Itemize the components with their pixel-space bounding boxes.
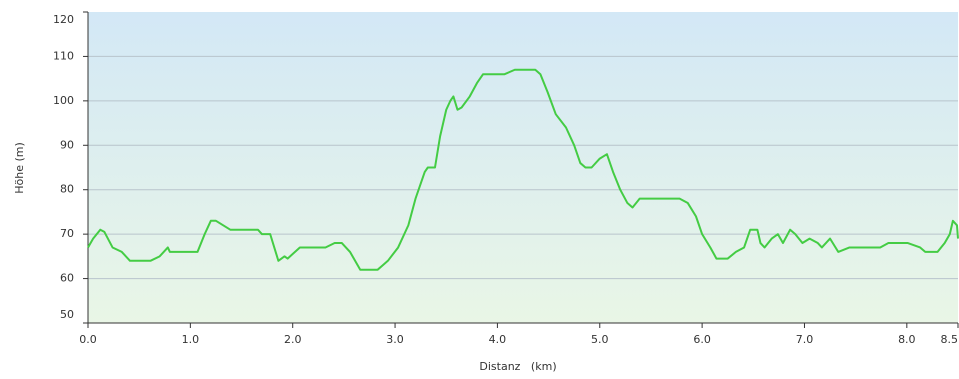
- y-tick-label: 70: [60, 227, 74, 240]
- plot-background: [88, 12, 958, 323]
- x-tick-label: 0.0: [79, 333, 97, 346]
- x-axis-label: Distanz (km): [479, 360, 556, 373]
- y-tick-label: 50: [60, 308, 74, 321]
- x-tick-label: 2.0: [284, 333, 302, 346]
- x-tick-label: 7.0: [796, 333, 814, 346]
- x-tick-label: 8.0: [898, 333, 916, 346]
- elevation-line: [87, 68, 959, 271]
- x-tick-label: 5.0: [591, 333, 609, 346]
- y-tick-label: 80: [60, 183, 74, 196]
- y-tick-label: 120: [53, 13, 74, 26]
- x-tick-label: 6.0: [693, 333, 711, 346]
- y-tick-label: 100: [53, 94, 74, 107]
- y-axis-label: Höhe (m): [13, 142, 26, 194]
- x-tick-label: 1.0: [182, 333, 200, 346]
- y-tick-label: 110: [53, 49, 74, 62]
- x-tick-label: 8.5: [941, 333, 959, 346]
- y-tick-label: 60: [60, 272, 74, 285]
- x-tick-label: 3.0: [386, 333, 404, 346]
- y-tick-label: 90: [60, 138, 74, 151]
- x-tick-label: 4.0: [489, 333, 507, 346]
